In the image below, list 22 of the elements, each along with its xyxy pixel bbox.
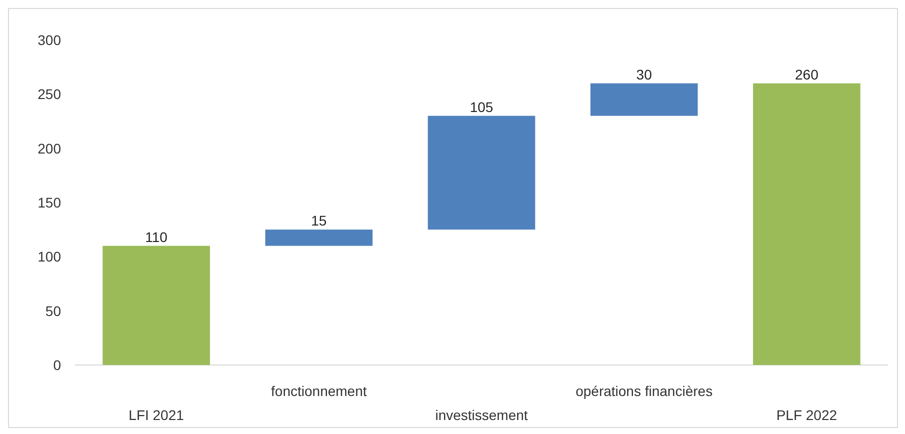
data-label: 30 [636,66,652,82]
data-label: 105 [470,98,494,115]
data-label: 15 [311,212,327,229]
y-tick-label: 0 [53,357,62,373]
bar [753,83,860,365]
y-tick-label: 200 [38,140,62,156]
y-tick-label: 250 [38,86,62,102]
data-label: 260 [795,66,819,82]
x-tick-label: opérations financières [576,383,713,399]
bar [428,116,536,230]
bar [102,246,210,365]
y-tick-label: 150 [38,194,62,210]
y-tick-label: 50 [45,302,62,319]
bar [265,230,373,246]
x-tick-label: investissement [435,407,528,423]
x-tick-label: PLF 2022 [776,407,838,423]
bar [590,83,698,116]
y-tick-label: 100 [38,248,62,265]
x-tick-label: fonctionnement [271,383,367,399]
y-tick-label: 300 [38,32,62,48]
x-tick-label: LFI 2021 [128,407,184,423]
data-label: 110 [145,228,168,245]
